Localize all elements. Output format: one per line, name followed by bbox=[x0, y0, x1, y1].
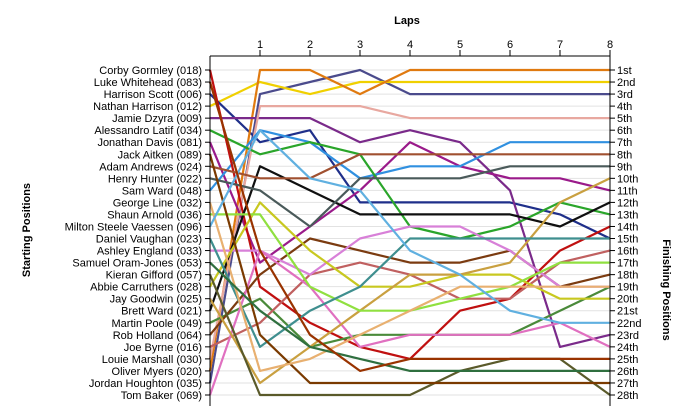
x-tick-label: 1 bbox=[257, 39, 263, 51]
finishing-position-label: 24th bbox=[617, 342, 638, 354]
finishing-position-label: 1st bbox=[617, 65, 632, 77]
x-axis: 1 2 3 4 5 6 7 8 bbox=[210, 39, 613, 57]
y-axis-title-left: Starting Positions bbox=[21, 183, 33, 277]
starting-position-label: Tom Baker (069) bbox=[121, 390, 202, 402]
x-tick-label: 6 bbox=[507, 39, 513, 51]
x-tick-label: 7 bbox=[557, 39, 563, 51]
starting-position-label: Daniel Vaughan (023) bbox=[96, 234, 202, 246]
finishing-position-label: 4th bbox=[617, 101, 632, 113]
finishing-position-label: 15th bbox=[617, 234, 638, 246]
plot-area bbox=[210, 56, 610, 406]
finishing-position-label: 26th bbox=[617, 366, 638, 378]
starting-position-label: Corby Gormley (018) bbox=[99, 65, 202, 77]
starting-position-label: Louie Marshall (030) bbox=[102, 354, 202, 366]
starting-position-label: Oliver Myers (020) bbox=[112, 366, 202, 378]
finishing-position-label: 2nd bbox=[617, 77, 635, 89]
starting-position-label: Adam Andrews (024) bbox=[99, 161, 202, 173]
starting-position-label: Brett Ward (021) bbox=[121, 306, 202, 318]
finishing-position-label: 22nd bbox=[617, 318, 641, 330]
starting-position-label: Sam Ward (048) bbox=[122, 185, 202, 197]
series-line bbox=[209, 201, 610, 300]
x-axis-title: Laps bbox=[394, 15, 420, 27]
series-line bbox=[208, 249, 611, 396]
finishing-position-label: 27th bbox=[617, 378, 638, 390]
y-axis-title-right: Finishing Positions bbox=[660, 239, 672, 340]
finishing-position-label: 12th bbox=[617, 197, 638, 209]
series-group bbox=[208, 68, 611, 397]
finishing-position-label: 28th bbox=[617, 390, 638, 402]
finishing-position-label: 13th bbox=[617, 209, 638, 221]
x-tick-label: 3 bbox=[357, 39, 363, 51]
starting-position-label: Ashley England (033) bbox=[97, 246, 202, 258]
starting-position-label: Henry Hunter (022) bbox=[108, 173, 202, 185]
starting-position-label: Rob Holland (064) bbox=[113, 330, 202, 342]
x-tick-label: 5 bbox=[457, 39, 463, 51]
finishing-position-label: 21st bbox=[617, 306, 638, 318]
series-line bbox=[208, 104, 610, 360]
series-line bbox=[210, 225, 610, 288]
finishing-position-label: 7th bbox=[617, 137, 632, 149]
finishing-position-label: 8th bbox=[617, 149, 632, 161]
series-line bbox=[209, 261, 610, 372]
series-line bbox=[209, 237, 610, 348]
finishing-position-label: 6th bbox=[617, 125, 632, 137]
starting-position-label: Samuel Oram-Jones (053) bbox=[72, 258, 202, 270]
finishing-position-label: 10th bbox=[617, 173, 638, 185]
finishing-position-label: 14th bbox=[617, 221, 638, 233]
series-line bbox=[209, 80, 610, 108]
series-line bbox=[208, 141, 611, 264]
finishing-position-labels: 1st2nd3rd4th5th6th7th8th9th10th11th12th1… bbox=[610, 65, 641, 402]
finishing-position-label: 20th bbox=[617, 294, 638, 306]
finishing-position-label: 3rd bbox=[617, 89, 633, 101]
series-line bbox=[210, 116, 611, 348]
starting-position-label: George Line (032) bbox=[113, 197, 202, 209]
finishing-position-label: 23rd bbox=[617, 330, 639, 342]
series-line bbox=[208, 202, 610, 372]
x-tick-label: 8 bbox=[607, 39, 613, 51]
series-line bbox=[208, 68, 610, 372]
finishing-position-label: 11th bbox=[617, 185, 638, 197]
series-line bbox=[208, 81, 610, 372]
starting-position-label: Jack Aitken (089) bbox=[118, 149, 202, 161]
starting-position-label: Jordan Houghton (035) bbox=[89, 378, 202, 390]
starting-position-label: Jay Goodwin (025) bbox=[110, 294, 202, 306]
starting-position-label: Jonathan Davis (081) bbox=[97, 137, 202, 149]
series-line bbox=[208, 154, 610, 385]
series-line bbox=[208, 68, 610, 384]
starting-position-label: Milton Steele Vaessen (096) bbox=[65, 221, 202, 233]
series-line bbox=[209, 153, 610, 180]
starting-position-label: Harrison Scott (006) bbox=[104, 89, 202, 101]
starting-position-label: Alessandro Latif (034) bbox=[94, 125, 202, 137]
series-line bbox=[209, 165, 610, 228]
finishing-position-label: 25th bbox=[617, 354, 638, 366]
starting-position-label: Luke Whitehead (083) bbox=[94, 77, 202, 89]
finishing-position-label: 17th bbox=[617, 258, 638, 270]
starting-position-label: Nathan Harrison (012) bbox=[93, 101, 202, 113]
starting-position-label: Joe Byrne (016) bbox=[124, 342, 202, 354]
finishing-position-label: 5th bbox=[617, 113, 632, 125]
starting-position-label: Shaun Arnold (036) bbox=[107, 209, 202, 221]
series-line bbox=[209, 129, 610, 324]
starting-position-label: Abbie Carruthers (028) bbox=[90, 282, 202, 294]
starting-position-label: Martin Poole (049) bbox=[112, 318, 203, 330]
finishing-position-label: 9th bbox=[617, 161, 632, 173]
x-tick-label: 4 bbox=[407, 39, 413, 51]
series-line bbox=[209, 129, 610, 192]
starting-position-label: Jamie Dzyra (009) bbox=[112, 113, 202, 125]
series-line bbox=[209, 177, 611, 385]
starting-position-label: Kieran Gifford (057) bbox=[106, 270, 202, 282]
finishing-position-label: 19th bbox=[617, 282, 638, 294]
starting-position-labels: Corby Gormley (018)Luke Whitehead (083)H… bbox=[65, 65, 210, 402]
x-tick-label: 2 bbox=[307, 39, 313, 51]
finishing-position-label: 16th bbox=[617, 246, 638, 258]
finishing-position-label: 18th bbox=[617, 270, 638, 282]
